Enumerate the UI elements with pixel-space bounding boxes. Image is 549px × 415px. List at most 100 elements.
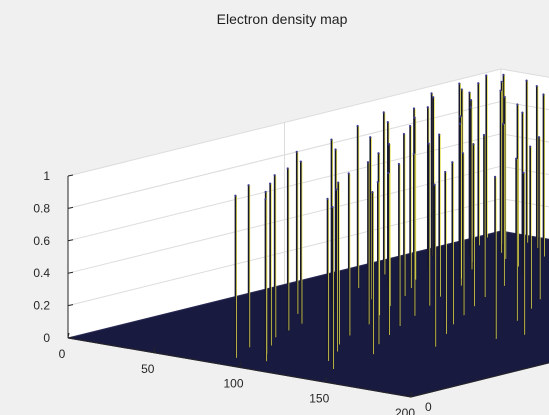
spike-tip <box>460 88 463 91</box>
x-tick-mark <box>153 347 156 353</box>
spike-tip <box>468 91 471 94</box>
spike <box>356 124 360 288</box>
spike-tip <box>247 184 250 187</box>
spike-tip <box>234 194 237 197</box>
spike <box>402 132 406 296</box>
z-tick-label: 0.6 <box>33 234 50 248</box>
spike-tip <box>337 181 340 184</box>
spike-tip <box>521 111 524 114</box>
spike-tip <box>529 145 532 148</box>
spike-tip <box>356 124 359 128</box>
z-tick-mark <box>67 206 74 209</box>
spike-tip <box>469 106 472 109</box>
spike-tip <box>335 188 338 191</box>
spike <box>461 152 465 316</box>
x-tick-label: 150 <box>309 391 329 405</box>
spike-tip <box>458 82 461 85</box>
spike-tip <box>387 143 391 146</box>
spike-tip <box>347 172 350 175</box>
spike <box>234 194 237 358</box>
spike <box>376 181 380 345</box>
spike <box>485 74 488 238</box>
spike-tip <box>382 111 385 114</box>
spike-tip <box>377 152 380 155</box>
spike-tip <box>426 106 429 109</box>
spike <box>502 122 505 286</box>
y-tick-mark <box>405 395 412 398</box>
spike-tip <box>451 161 454 164</box>
spike-tip <box>386 121 389 124</box>
spike-tip <box>477 82 480 85</box>
x-tick-label: 100 <box>223 377 243 391</box>
spike-tip <box>412 152 415 155</box>
spike-tip <box>387 171 390 175</box>
x-tick-mark <box>324 377 327 383</box>
spike-tip <box>469 99 473 102</box>
spike-tip <box>409 124 412 128</box>
spike-tip <box>542 93 545 96</box>
spike-tip <box>516 103 519 106</box>
spike-tip <box>264 197 267 201</box>
z-tick-label: 0.4 <box>33 266 50 280</box>
spike <box>371 190 374 355</box>
spike-tip <box>330 138 333 141</box>
spike-tip <box>430 92 433 95</box>
spike <box>477 82 480 246</box>
spike <box>459 122 462 286</box>
y-axis-line <box>410 362 549 398</box>
spike-tip <box>472 143 475 146</box>
spike-tip <box>427 142 430 145</box>
x-tick-label: 0 <box>59 347 66 361</box>
spike <box>529 145 532 309</box>
spike-tip <box>522 171 525 174</box>
density-spikes <box>234 73 546 369</box>
spike <box>331 205 335 369</box>
spike-tip <box>433 183 436 186</box>
spike-tip <box>438 133 441 136</box>
spike-tip <box>366 161 370 164</box>
spike <box>299 160 303 324</box>
spike <box>438 133 441 297</box>
spike-tip <box>502 122 505 125</box>
spike-tip <box>535 84 538 88</box>
spike-tip <box>444 170 447 174</box>
spike-tip <box>459 115 462 118</box>
spike-tip <box>331 205 334 209</box>
x-tick-label: 50 <box>141 362 155 376</box>
spike-tip <box>432 96 435 99</box>
spike <box>387 171 390 336</box>
spike <box>430 92 434 256</box>
z-tick-mark <box>67 239 74 242</box>
spike-tip <box>397 162 400 166</box>
chart-title: Electron density map <box>217 11 348 27</box>
spike-tip <box>493 175 497 178</box>
spike-tip <box>413 116 416 119</box>
x-tick-label: 200 <box>395 406 415 415</box>
spike <box>269 182 272 346</box>
spike <box>525 79 529 243</box>
spike-tip <box>264 190 267 193</box>
spike <box>451 161 454 325</box>
spike <box>273 174 277 338</box>
z-tick-mark <box>67 271 74 274</box>
spike <box>286 167 290 331</box>
spike-tip <box>515 157 518 160</box>
spike <box>337 181 340 345</box>
spike <box>326 197 330 361</box>
spike <box>535 84 539 249</box>
spike-tip <box>402 132 406 136</box>
spike <box>295 150 299 314</box>
spike-tip <box>537 136 541 139</box>
spike <box>369 136 372 300</box>
spike <box>515 157 518 321</box>
z-tick-mark <box>67 304 74 307</box>
z-tick-label: 0.8 <box>33 201 50 215</box>
spike-tip <box>525 79 528 82</box>
spike-tip <box>376 181 379 184</box>
spike-tip <box>326 197 329 200</box>
spike-tip <box>334 148 337 151</box>
spike <box>247 184 251 348</box>
spike-tip <box>502 73 505 76</box>
spike-tip <box>412 107 416 110</box>
